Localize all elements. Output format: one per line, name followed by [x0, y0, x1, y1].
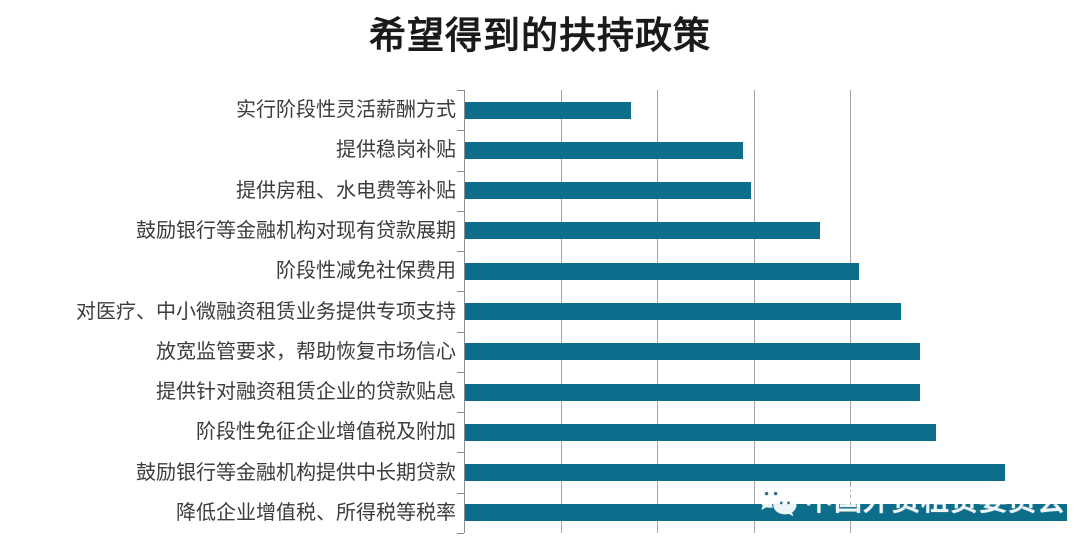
category-label: 提供稳岗补贴 [336, 139, 456, 161]
category-label: 鼓励银行等金融机构对现有贷款展期 [136, 220, 456, 242]
bar[interactable] [465, 424, 936, 441]
axis-tick [457, 171, 464, 172]
bar[interactable] [465, 222, 820, 239]
category-axis-line [464, 90, 465, 533]
bar[interactable] [465, 263, 859, 280]
bar[interactable] [465, 303, 901, 320]
bar[interactable] [465, 142, 743, 159]
axis-tick [457, 90, 464, 91]
axis-tick [457, 332, 464, 333]
bar[interactable] [465, 464, 1005, 481]
axis-tick [457, 493, 464, 494]
axis-tick [457, 211, 464, 212]
bar[interactable] [465, 384, 920, 401]
category-label: 提供房租、水电费等补贴 [236, 180, 456, 202]
axis-tick [457, 372, 464, 373]
category-label: 放宽监管要求，帮助恢复市场信心 [156, 341, 456, 363]
bar[interactable] [465, 504, 1067, 521]
category-label: 对医疗、中小微融资租赁业务提供专项支持 [76, 301, 456, 323]
category-label: 提供针对融资租赁企业的贷款贴息 [156, 381, 456, 403]
category-label: 阶段性减免社保费用 [276, 260, 456, 282]
axis-tick [457, 291, 464, 292]
bar[interactable] [465, 182, 751, 199]
axis-tick [457, 251, 464, 252]
axis-tick [457, 130, 464, 131]
category-label: 鼓励银行等金融机构提供中长期贷款 [136, 462, 456, 484]
axis-tick [457, 452, 464, 453]
chart-title: 希望得到的扶持政策 [369, 15, 711, 56]
category-label: 阶段性免征企业增值税及附加 [196, 421, 456, 443]
axis-tick [457, 533, 464, 534]
bar[interactable] [465, 102, 631, 119]
category-label: 降低企业增值税、所得税等税率 [176, 502, 456, 524]
bar[interactable] [465, 343, 920, 360]
category-label: 实行阶段性灵活薪酬方式 [236, 99, 456, 121]
axis-tick [457, 412, 464, 413]
